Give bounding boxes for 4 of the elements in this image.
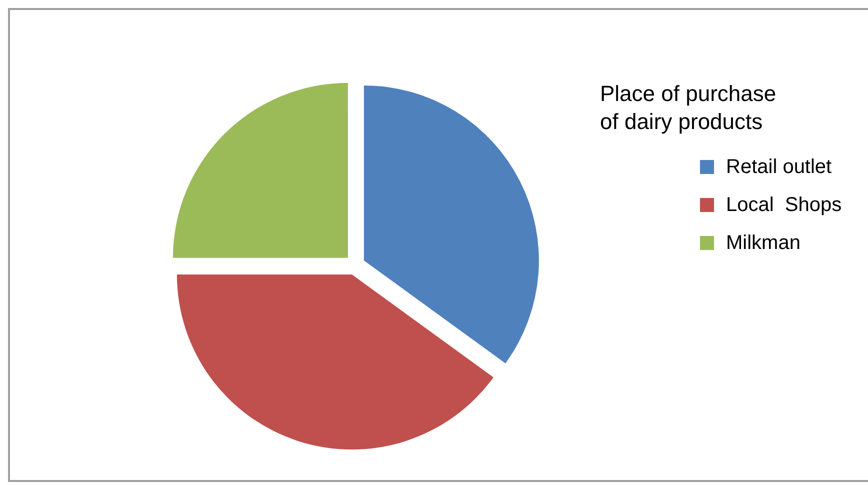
legend-label: Retail outlet <box>726 156 832 178</box>
legend-label: Local Shops <box>726 194 842 216</box>
legend-label: Milkman <box>726 232 800 254</box>
legend-title: Place of purchase of dairy products <box>600 80 778 136</box>
